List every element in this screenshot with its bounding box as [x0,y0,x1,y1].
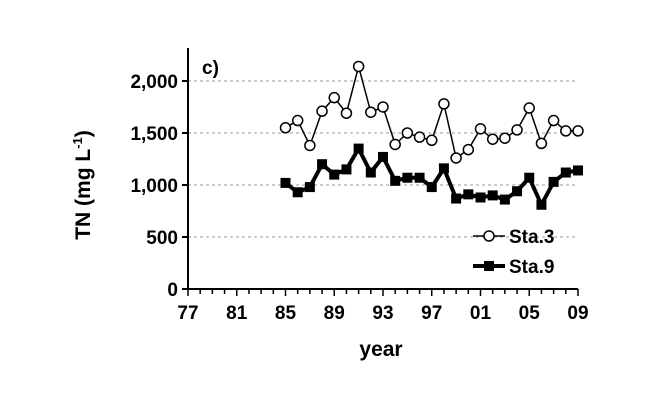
data-point [573,165,583,176]
data-point [548,176,559,187]
data-point [438,163,449,174]
legend-entry-sta-9: Sta.9 [473,257,554,278]
data-point [426,134,438,147]
data-point [317,159,328,170]
y-tick-label-0: 0 [167,280,178,301]
legend: Sta.3 Sta.9 [473,227,554,278]
y-tick-labels: 0 500 1,000 1,500 2,000 [130,72,178,301]
data-point [536,199,547,210]
x-tick-label-09: 09 [567,303,588,324]
series-sta-3 [279,60,584,164]
x-tick-label-77: 77 [177,303,198,324]
data-point [438,98,450,110]
data-point [304,182,315,193]
x-tick-labels: 77 81 85 89 93 97 01 05 09 [177,303,588,324]
data-point [572,125,584,137]
panel-label: c) [202,58,219,79]
legend-marker [484,261,494,271]
data-point [512,186,523,197]
legend-label: Sta.3 [509,227,554,248]
data-point [353,143,364,154]
data-point [426,182,437,193]
data-point [474,123,487,135]
data-point [511,124,523,136]
legend-marker [483,230,495,242]
x-tick-label-97: 97 [421,303,442,324]
x-axis-title: year [359,338,402,361]
data-point [524,172,535,183]
y-tick-label-1000: 1,000 [130,176,178,197]
x-tick-label-81: 81 [226,303,248,324]
data-point [499,132,511,144]
x-tick-label-93: 93 [372,303,393,324]
data-point [365,167,376,178]
data-point [378,151,388,162]
data-point [487,190,498,201]
data-point [352,60,365,73]
y-axis-title-main: TN (mg L [72,149,95,240]
data-point [486,133,499,145]
x-tick-label-01: 01 [470,303,492,324]
legend-label: Sta.9 [509,257,554,278]
legend-entry-sta-3: Sta.3 [473,227,554,248]
data-point [341,164,352,175]
x-tick-label-85: 85 [275,303,297,324]
data-point [280,177,291,188]
y-tick-label-1500: 1,500 [130,124,178,145]
y-tick-label-500: 500 [146,228,178,249]
y-tick-label-2000: 2,000 [130,72,178,93]
data-point [413,131,426,143]
data-point [328,91,340,104]
data-point [523,102,535,114]
data-point [316,105,328,117]
data-point [451,193,462,204]
x-tick-label-89: 89 [324,303,345,324]
axes [182,48,579,296]
data-point [450,152,462,164]
data-point [560,125,572,137]
data-point [340,107,353,119]
data-point [499,194,510,205]
series-sta-9 [280,143,583,210]
data-point [402,172,413,183]
data-point [390,175,401,186]
x-tick-label-05: 05 [519,303,541,324]
data-point [462,143,475,156]
data-point [414,172,425,183]
data-point [560,167,571,178]
data-point [463,189,474,200]
data-point [475,192,486,203]
data-point [389,138,401,151]
data-point [365,106,377,118]
data-point [547,114,560,127]
data-point [279,122,292,134]
y-axis-title-close: ) [72,130,95,137]
y-axis-title-superscript: -1 [70,137,85,149]
y-axis-title: TN (mg L-1) [70,130,95,240]
series-lines [279,60,584,210]
data-point [304,139,316,152]
data-point [292,187,303,198]
data-point [535,137,548,150]
data-point [377,101,389,113]
data-point [401,127,414,139]
data-point [329,169,340,180]
data-point [291,114,304,127]
